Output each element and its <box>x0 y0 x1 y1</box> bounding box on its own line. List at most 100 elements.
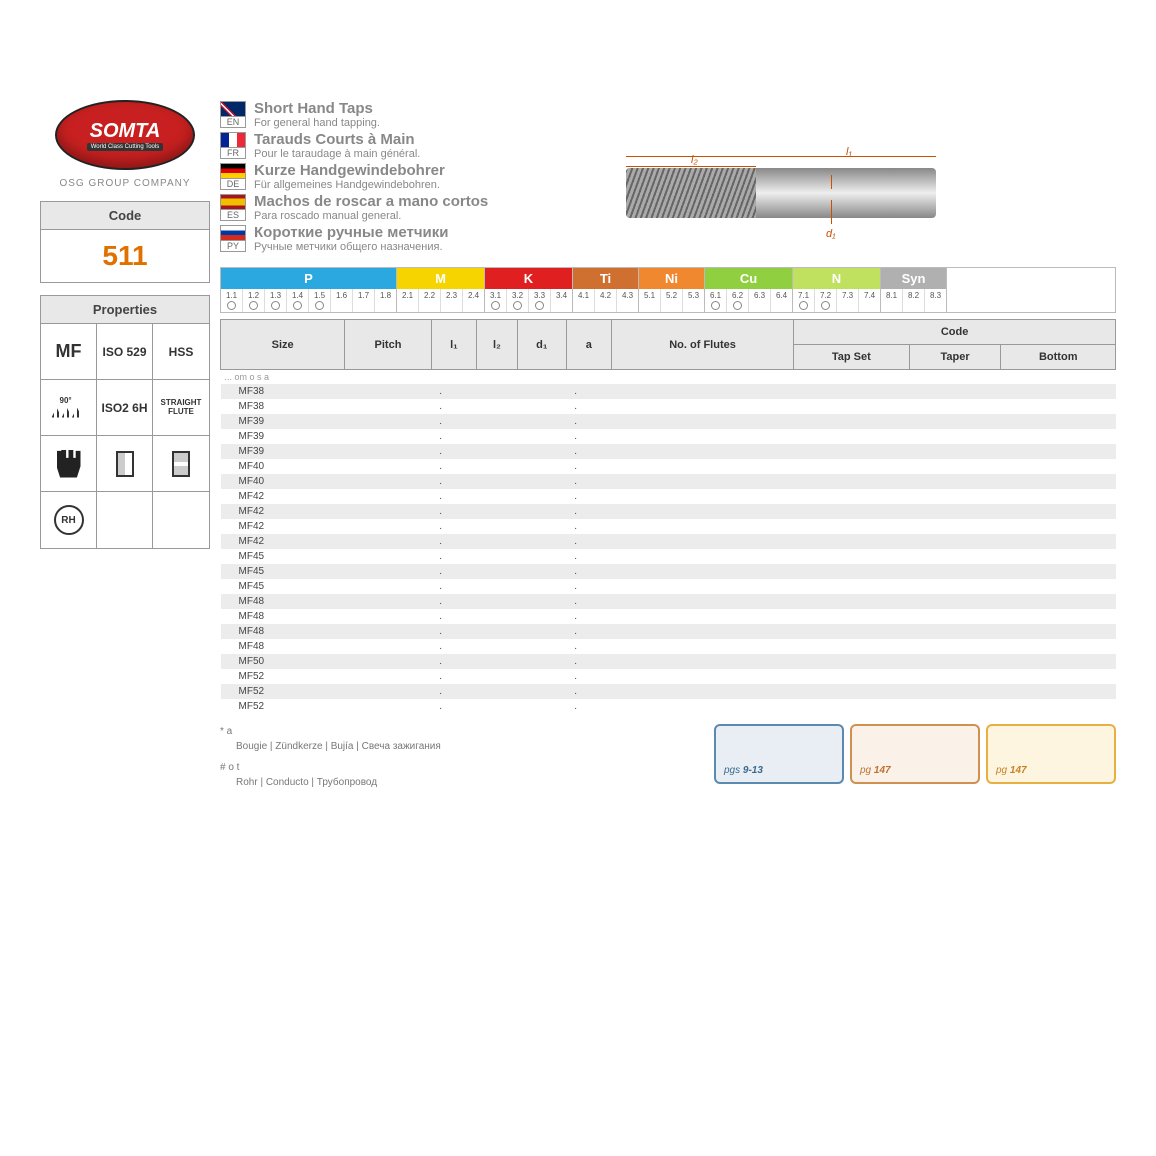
material-cell: 1.3 <box>265 289 287 312</box>
cell-flutes <box>611 594 793 609</box>
properties-grid: MF ISO 529 HSS ISO2 6H STRAIGHT FLUTE RH <box>41 324 209 548</box>
cell-d1 <box>517 504 566 519</box>
cell-size: MF40 <box>221 459 345 474</box>
flag-es-icon <box>220 194 246 210</box>
cell-l2 <box>477 639 518 654</box>
cell-l1: . <box>431 564 476 579</box>
cell-taper <box>909 684 1001 699</box>
lang-sub: For general hand tapping. <box>254 117 380 129</box>
cell-a: . <box>566 579 611 594</box>
cell-l2 <box>477 519 518 534</box>
cell-a: . <box>566 384 611 399</box>
prop-mf: MF <box>41 324 97 380</box>
material-cell: 8.3 <box>925 289 947 312</box>
cell-l1: . <box>431 414 476 429</box>
cell-size: MF42 <box>221 504 345 519</box>
material-group-p: P1.11.21.31.41.51.61.71.8 <box>221 268 397 312</box>
cell-size: MF39 <box>221 429 345 444</box>
prop-straight-flute: STRAIGHT FLUTE <box>153 380 209 436</box>
cell-pitch <box>345 504 432 519</box>
material-header: Syn <box>881 268 947 289</box>
cell-l1: . <box>431 399 476 414</box>
cell-d1 <box>517 429 566 444</box>
cell-l1: . <box>431 639 476 654</box>
material-cell: 5.1 <box>639 289 661 312</box>
material-cell: 4.1 <box>573 289 595 312</box>
material-cell: 1.7 <box>353 289 375 312</box>
cell-size: MF45 <box>221 564 345 579</box>
cell-l1: . <box>431 549 476 564</box>
cell-taper <box>909 459 1001 474</box>
cell-a: . <box>566 564 611 579</box>
cell-bottom <box>1001 414 1116 429</box>
material-group-ni: Ni5.15.25.3 <box>639 268 705 312</box>
material-cell: 3.4 <box>551 289 573 312</box>
th-flutes: No. of Flutes <box>611 320 793 370</box>
cell-size: MF52 <box>221 699 345 714</box>
material-cell: 1.2 <box>243 289 265 312</box>
prop-empty-2 <box>153 492 209 548</box>
cell-a: . <box>566 639 611 654</box>
cell-flutes <box>611 654 793 669</box>
table-row: MF40 . . <box>221 459 1116 474</box>
cell-l2 <box>477 399 518 414</box>
cell-flutes <box>611 399 793 414</box>
prop-angle-icon <box>41 380 97 436</box>
cell-bottom <box>1001 684 1116 699</box>
material-group-table: P1.11.21.31.41.51.61.71.8M2.12.22.32.4K3… <box>220 267 1116 313</box>
cell-taper <box>909 654 1001 669</box>
cell-d1 <box>517 594 566 609</box>
cell-l1: . <box>431 669 476 684</box>
lang-sub: Für allgemeines Handgewindebohren. <box>254 179 445 191</box>
cell-d1 <box>517 414 566 429</box>
cell-d1 <box>517 519 566 534</box>
cell-d1 <box>517 684 566 699</box>
tap-image <box>626 168 936 218</box>
material-header: N <box>793 268 881 289</box>
material-cell: 1.5 <box>309 289 331 312</box>
cell-bottom <box>1001 429 1116 444</box>
brand-name: SOMTA <box>90 120 161 143</box>
material-cell: 2.1 <box>397 289 419 312</box>
material-cell: 6.4 <box>771 289 793 312</box>
cell-flutes <box>611 474 793 489</box>
cell-bottom <box>1001 579 1116 594</box>
cell-a: . <box>566 444 611 459</box>
flag-code: ES <box>220 210 246 221</box>
material-header: Cu <box>705 268 793 289</box>
group-company-label: OSG GROUP COMPANY <box>40 178 210 189</box>
material-cell: 1.1 <box>221 289 243 312</box>
code-value: 511 <box>41 230 209 282</box>
cell-pitch <box>345 579 432 594</box>
material-cell: 6.1 <box>705 289 727 312</box>
prop-empty-1 <box>97 492 153 548</box>
material-cell: 6.2 <box>727 289 749 312</box>
material-header: M <box>397 268 485 289</box>
properties-box: Properties MF ISO 529 HSS ISO2 6H STRAIG… <box>40 295 210 549</box>
cell-bottom <box>1001 534 1116 549</box>
prop-hand-icon <box>41 436 97 492</box>
cell-flutes <box>611 489 793 504</box>
cell-bottom <box>1001 624 1116 639</box>
cell-size: MF45 <box>221 549 345 564</box>
table-row: MF39 . . <box>221 414 1116 429</box>
cell-l1: . <box>431 504 476 519</box>
cell-d1 <box>517 624 566 639</box>
cell-flutes <box>611 459 793 474</box>
th-taper: Taper <box>909 345 1001 370</box>
cell-size: MF39 <box>221 444 345 459</box>
cell-d1 <box>517 579 566 594</box>
properties-label: Properties <box>41 296 209 324</box>
table-row: MF52 . . <box>221 699 1116 714</box>
cell-size: MF40 <box>221 474 345 489</box>
material-group-cu: Cu6.16.26.36.4 <box>705 268 793 312</box>
lang-title: Короткие ручные метчики <box>254 224 449 241</box>
cell-a: . <box>566 684 611 699</box>
left-column: SOMTA World Class Cutting Tools OSG GROU… <box>40 100 210 790</box>
cell-bottom <box>1001 474 1116 489</box>
flag-code: DE <box>220 179 246 190</box>
cell-tapset <box>794 414 909 429</box>
cell-pitch <box>345 684 432 699</box>
material-group-n: N7.17.27.37.4 <box>793 268 881 312</box>
cell-l2 <box>477 594 518 609</box>
